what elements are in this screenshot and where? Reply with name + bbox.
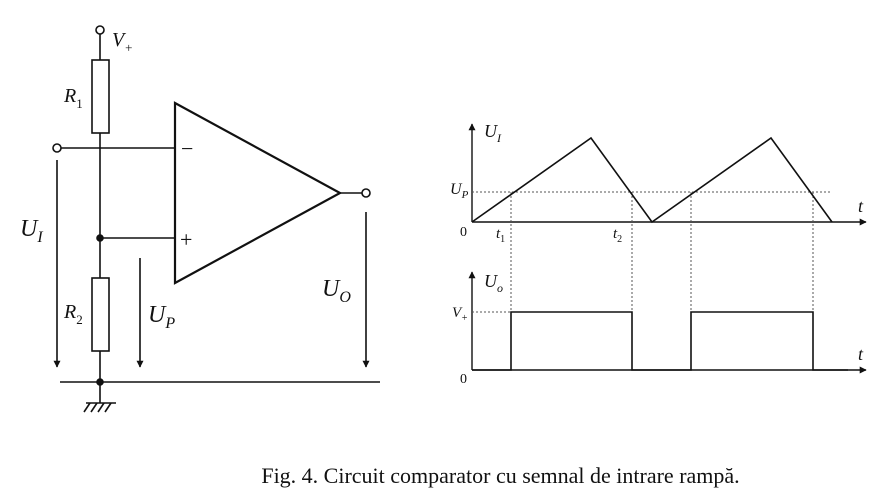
circuit-schematic (52, 25, 380, 413)
supply-terminal (95, 25, 105, 35)
ramp-waveform (471, 136, 833, 224)
uo-label: UO (322, 276, 351, 306)
comparator-triangle (173, 101, 343, 285)
ui-label: UI (20, 216, 43, 246)
bottom-v-label: V+ (452, 305, 468, 324)
bottom-x-label: t (858, 344, 864, 364)
figure-caption: Fig. 4. Circuit comparator cu semnal de … (261, 463, 740, 488)
top-y-label: UI (484, 121, 502, 145)
r1-label: R1 (63, 85, 83, 111)
t2-label: t2 (613, 226, 622, 245)
resistor-r2 (91, 277, 110, 352)
bottom-y-label: Uo (484, 271, 503, 295)
minus-sign: − (181, 136, 193, 161)
output-square-graph: Uo t V+ 0 (452, 271, 867, 387)
output-terminal (361, 188, 371, 198)
resistor-r1 (91, 59, 110, 134)
top-origin-label: 0 (460, 225, 467, 240)
up-label: UP (148, 302, 175, 332)
input-ramp-graph: UI t UP 0 t1 t2 (450, 121, 867, 370)
top-x-label: t (858, 196, 864, 216)
input-terminal (52, 143, 62, 153)
plus-sign: + (180, 227, 192, 252)
output-waveform (472, 311, 848, 371)
supply-label: V+ (112, 29, 133, 55)
r2-label: R2 (63, 301, 83, 327)
ground-node (96, 378, 104, 386)
t1-label: t1 (496, 226, 505, 245)
ground-icon (83, 402, 116, 413)
bottom-origin-label: 0 (460, 372, 467, 387)
top-up-label: UP (450, 181, 469, 201)
circuit-labels: V+ R1 R2 − + UI UP UO (20, 29, 351, 332)
